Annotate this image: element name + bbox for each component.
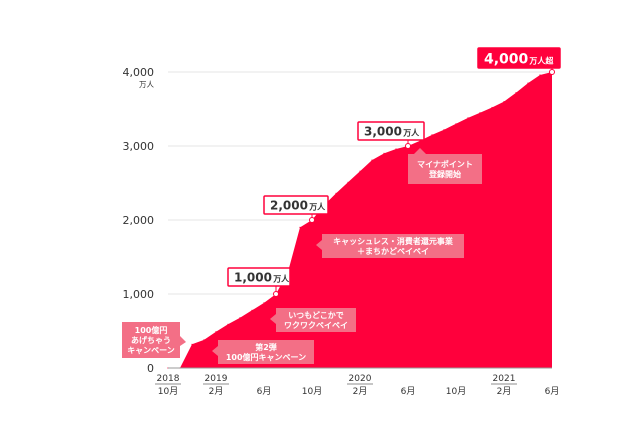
milestone-1000: 1,000 万人 [227,267,291,297]
callout-box [122,322,180,358]
data-point [335,192,337,194]
milestone-value: 3,000 [364,125,402,139]
data-point [371,159,373,161]
data-point [503,101,505,103]
y-tick-label: 4,000 [123,66,155,79]
data-point [359,170,361,172]
milestone-unit: 万人 [272,274,290,284]
callout-pointer [180,336,186,346]
milestone-marker [273,291,279,297]
callout-box [322,234,464,258]
milestone-box [227,267,291,287]
x-tick-year: 2020 [349,374,372,384]
callout-text: キャッシュレス・消費者還元事業 [333,236,454,246]
data-point [395,148,397,150]
milestone-box [477,47,561,69]
milestone-marker [549,69,555,75]
y-tick-label: 3,000 [123,140,155,153]
callout-text: あげちゃう [131,335,171,345]
data-point [383,152,385,154]
milestone-unit: 万人 [308,202,326,212]
milestone-2000: 2,000 万人 [263,195,329,223]
callout-cashless: キャッシュレス・消費者還元事業＋まちかどペイペイ [316,234,464,258]
milestone-unit: 万人超 [528,56,554,66]
callout-text: 100億円 [135,325,168,335]
data-point [515,92,517,94]
x-tick-year: 2018 [157,374,180,384]
y-tick-label: 2,000 [123,214,155,227]
x-tick-month: 2月 [353,386,368,397]
x-tick-month: 6月 [257,386,272,397]
callout-text: ワクワクペイペイ [284,320,348,330]
milestone-3000: 3,000 万人 [357,121,425,149]
data-point [455,123,457,125]
data-point [239,317,241,319]
x-tick-month: 2月 [497,386,512,397]
milestone-box [357,121,425,141]
data-point [491,106,493,109]
x-tick-month: 6月 [545,386,560,397]
data-point [299,226,301,228]
data-point [215,331,217,333]
milestone-value: 1,000 [234,271,272,285]
milestone-marker [405,143,411,149]
milestone-box [263,195,329,215]
milestone-marker [309,217,315,223]
callout-text: いつもどこかで [288,310,344,320]
users-area [168,72,552,368]
y-unit-label: 万人 [139,80,154,89]
data-point [467,117,469,119]
data-point [443,129,445,131]
callout-box [276,308,356,332]
x-tick-year: 2019 [205,374,228,384]
data-point [347,181,349,183]
milestone-unit: 万人 [402,128,420,138]
data-point [191,343,193,345]
data-point [527,82,529,84]
milestone-value: 2,000 [270,199,308,213]
data-point [227,323,229,325]
x-tick-month: 10月 [158,386,178,397]
callout-pointer [212,346,218,356]
data-point [431,134,433,136]
x-tick-month: 10月 [302,386,322,397]
x-tick-month: 10月 [446,386,466,397]
callout-pointer [414,148,426,154]
y-tick-label: 1,000 [123,288,155,301]
callout-text: 100億円キャンペーン [226,352,306,362]
callout-text: 登録開始 [428,169,461,179]
data-point [479,112,481,114]
callout-pointer [316,240,322,250]
milestone-value: 4,000 [484,52,529,68]
callout-box [218,340,314,364]
x-tick-month: 6月 [401,386,416,397]
milestone-4000: 4,000 万人超 [477,47,561,75]
data-point [263,302,265,304]
callout-box [408,154,482,184]
callout-text: ＋まちかどペイペイ [357,246,429,256]
callout-pointer [270,314,276,324]
x-tick-month: 2月 [209,386,224,397]
data-point [251,309,253,311]
callout-text: 第2弾 [255,342,277,352]
y-tick-label: 0 [147,362,154,375]
callout-text: キャンペーン [127,346,175,355]
data-point [539,74,541,76]
data-point [203,339,205,341]
x-tick-year: 2021 [493,374,516,384]
callout-text: マイナポイント [417,159,473,169]
